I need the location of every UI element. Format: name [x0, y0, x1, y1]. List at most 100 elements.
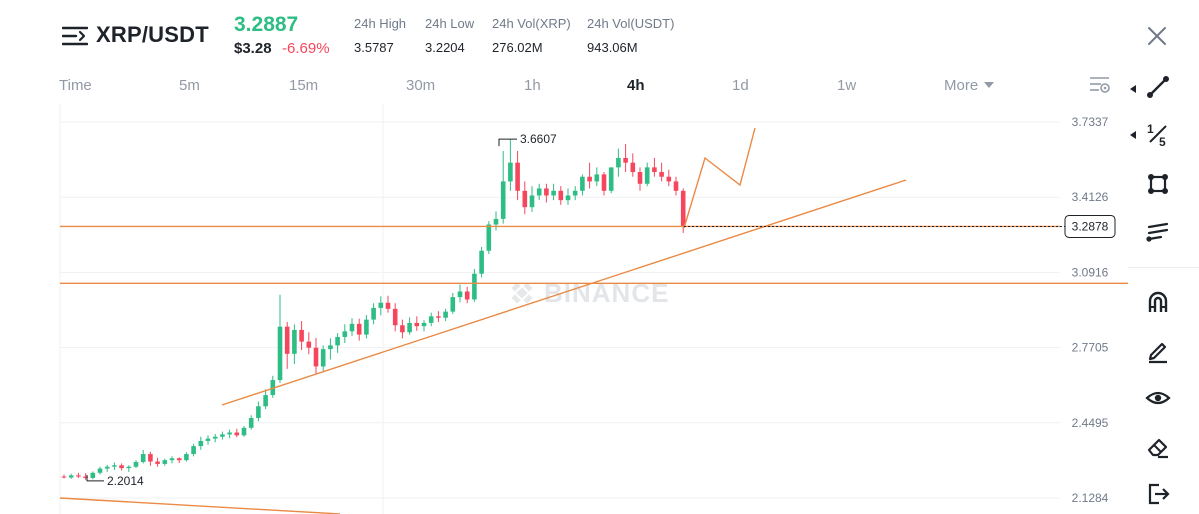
y-tick-label: 3.7337: [1072, 115, 1109, 129]
menu-icon[interactable]: [62, 25, 88, 47]
candle-body: [572, 190, 578, 196]
candlestick-chart[interactable]: BINANCE 3.73373.41263.09162.77052.44952.…: [0, 104, 1128, 514]
candle-body: [637, 172, 643, 184]
tab-30m[interactable]: 30m: [406, 77, 436, 94]
candle-body: [61, 476, 67, 478]
candle-body: [486, 224, 492, 251]
caret-down-icon: [984, 82, 995, 88]
candle-body: [479, 250, 484, 274]
candles: [61, 139, 686, 480]
stat-label: 24h High: [354, 16, 407, 31]
candle-body: [342, 331, 348, 337]
tab-1h[interactable]: 1h: [524, 77, 541, 94]
price-chart[interactable]: BINANCE 3.7337 3.4126 3.0916 2.7705 2.4495 2.…: [0, 104, 1128, 514]
eye-icon[interactable]: [1144, 384, 1172, 412]
candle-body: [90, 472, 96, 478]
candle-body: [104, 466, 110, 469]
stat-value: 276.02M: [492, 40, 543, 55]
tab-4h[interactable]: 4h: [627, 77, 645, 94]
candle-body: [162, 460, 168, 464]
stat-24h-low: 24h Low 3.2204: [425, 16, 474, 55]
chart-settings-icon[interactable]: [1089, 75, 1111, 95]
candle-body: [558, 190, 564, 201]
candle-body: [378, 302, 384, 308]
candle-body: [198, 440, 204, 447]
candle-body: [313, 347, 319, 367]
candle-body: [184, 454, 189, 461]
trading-pair[interactable]: XRP/USDT: [96, 22, 209, 47]
candle-body: [277, 326, 283, 381]
y-tick-label: 2.4495: [1072, 416, 1109, 430]
candle-body: [356, 323, 362, 335]
candle-body: [97, 468, 103, 473]
candle-body: [176, 458, 182, 461]
candle-body: [392, 308, 398, 326]
candle-body: [270, 380, 276, 396]
expand-caret-icon[interactable]: [1130, 85, 1136, 93]
tab-more[interactable]: More: [944, 77, 995, 94]
candle-body: [220, 434, 225, 437]
stat-label: 24h Vol(XRP): [492, 16, 571, 31]
y-tick-label: 2.7705: [1072, 341, 1109, 355]
stat-24h-high: 24h High 3.5787: [354, 16, 406, 55]
chart-grid: [59, 104, 1060, 514]
tab-1d[interactable]: 1d: [732, 77, 749, 94]
stat-value: 3.5787: [354, 40, 394, 55]
candle-body: [580, 176, 585, 191]
candle-body: [522, 190, 528, 208]
trend-line: [221, 179, 907, 406]
svg-text:5: 5: [1159, 135, 1166, 148]
candle-body: [256, 406, 261, 418]
expand-caret-icon[interactable]: [1130, 131, 1136, 139]
candle-body: [83, 476, 88, 478]
candle-body: [306, 341, 312, 348]
candle-body: [500, 181, 506, 219]
candle-body: [320, 349, 326, 367]
candle-body: [205, 438, 211, 441]
user-drawings[interactable]: [59, 127, 1128, 514]
candle-body: [400, 325, 405, 333]
stat-24h-vol-usdt: 24h Vol(USDT) 943.06M: [587, 16, 674, 55]
candle-body: [587, 176, 592, 182]
price-change: -6.69%: [282, 40, 330, 57]
candle-body: [212, 436, 218, 439]
candle-body: [565, 195, 571, 201]
candle-body: [126, 466, 132, 469]
candle-body: [680, 190, 686, 227]
pencil-icon[interactable]: [1144, 336, 1172, 364]
tab-15m[interactable]: 15m: [289, 77, 319, 94]
line-tool-icon[interactable]: [1144, 73, 1172, 101]
current-price-box: [1064, 214, 1116, 238]
close-icon[interactable]: [1146, 25, 1168, 47]
low-marker: [86, 474, 104, 482]
candle-body: [284, 326, 290, 354]
tab-time[interactable]: Time: [59, 77, 92, 94]
stat-label: 24h Low: [425, 16, 475, 31]
magnet-icon[interactable]: [1144, 288, 1172, 316]
candle-body: [335, 336, 340, 346]
candle-body: [623, 158, 628, 163]
candle-body: [659, 172, 664, 177]
exit-icon[interactable]: [1144, 480, 1172, 508]
candle-body: [263, 395, 268, 407]
candle-body: [328, 345, 333, 350]
eraser-icon[interactable]: [1144, 432, 1172, 460]
candle-body: [248, 417, 254, 428]
candle-body: [608, 167, 614, 191]
candle-body: [508, 162, 513, 182]
parallel-channel-icon[interactable]: [1144, 218, 1172, 246]
candle-body: [601, 174, 607, 191]
trend-line: [59, 497, 341, 514]
candle-body: [407, 322, 412, 333]
candle-body: [169, 458, 175, 461]
candle-body: [414, 322, 420, 327]
shape-tool-icon[interactable]: [1144, 170, 1172, 198]
candle-body: [544, 188, 549, 196]
stat-24h-vol-xrp: 24h Vol(XRP) 276.02M: [492, 16, 571, 55]
candle-body: [666, 176, 672, 182]
current-price-label: 3.2878: [1072, 219, 1109, 233]
tab-5m[interactable]: 5m: [179, 77, 200, 94]
last-price: 3.2887: [234, 13, 299, 36]
tab-1w[interactable]: 1w: [837, 77, 857, 94]
